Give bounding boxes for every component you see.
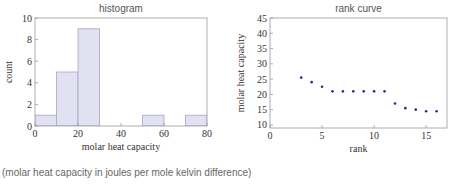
point: [300, 76, 303, 79]
x-tick: [35, 123, 36, 126]
point: [342, 90, 345, 93]
x-tick: [121, 123, 122, 126]
point: [373, 90, 376, 93]
y-tick-label: 6: [27, 56, 32, 67]
point: [414, 108, 417, 111]
y-tick-label: 10: [257, 119, 267, 130]
y-tick-label: 20: [257, 89, 267, 100]
x-tick: [426, 125, 427, 128]
bar: [186, 115, 208, 126]
title: histogram: [99, 3, 143, 14]
point: [425, 110, 428, 113]
figure: 0 20 40 60 80 0 2 4 6 8 10 histogram molar heat capa…: [0, 0, 451, 184]
marks: [35, 29, 207, 126]
y-tick: [35, 61, 38, 62]
y-tick-label: 15: [257, 104, 267, 115]
point: [435, 110, 438, 113]
y-tick: [270, 63, 273, 64]
point: [404, 107, 407, 110]
y-tick: [270, 94, 273, 95]
bar: [35, 115, 57, 126]
y-tick-label: 40: [257, 28, 267, 39]
x-tick-label: 40: [116, 128, 126, 139]
x-tick: [164, 123, 165, 126]
y-tick: [35, 104, 38, 105]
y-tick: [35, 82, 38, 83]
panel-0: 0 20 40 60 80 0 2 4 6 8 10 histogram molar heat capa…: [3, 3, 212, 152]
point: [362, 90, 365, 93]
y-tick-label: 2: [27, 99, 32, 110]
marks: [300, 76, 438, 112]
x-label: rank: [350, 143, 368, 154]
y-tick: [270, 109, 273, 110]
y-tick: [270, 18, 273, 19]
y-tick-label: 0: [27, 121, 32, 132]
y-label: count: [3, 61, 14, 83]
y-tick-label: 25: [257, 74, 267, 85]
y-tick-label: 45: [257, 13, 267, 24]
y-tick: [35, 18, 38, 19]
title: rank curve: [335, 3, 382, 14]
y-tick-label: 10: [22, 13, 32, 24]
frame: [35, 18, 207, 126]
x-tick-label: 15: [421, 130, 431, 141]
point: [383, 90, 386, 93]
x-tick: [374, 125, 375, 128]
y-tick: [35, 39, 38, 40]
point: [321, 85, 324, 88]
bar: [78, 29, 100, 126]
point: [310, 81, 313, 84]
y-tick-label: 30: [257, 58, 267, 69]
y-tick-label: 8: [27, 34, 32, 45]
x-tick: [207, 123, 208, 126]
x-label: molar heat capacity: [82, 141, 160, 152]
x-tick-label: 0: [33, 128, 38, 139]
x-tick: [322, 125, 323, 128]
y-tick-label: 35: [257, 43, 267, 54]
y-tick: [270, 33, 273, 34]
y-label: molar heat capacity: [235, 34, 246, 112]
y-tick: [270, 79, 273, 80]
bar: [143, 115, 165, 126]
x-tick-label: 10: [369, 130, 379, 141]
point: [394, 102, 397, 105]
x-tick-label: 0: [268, 130, 273, 141]
panel-1: 0 5 10 15 10 15 20 25 30 35 40 45 rank curve rank mola…: [235, 3, 447, 154]
x-tick-label: 80: [202, 128, 212, 139]
x-tick-label: 5: [320, 130, 325, 141]
y-tick-label: 4: [27, 77, 32, 88]
x-tick: [78, 123, 79, 126]
x-tick-label: 60: [159, 128, 169, 139]
y-tick: [35, 126, 38, 127]
x-tick-label: 20: [73, 128, 83, 139]
x-tick: [270, 125, 271, 128]
bar: [57, 72, 79, 126]
frame: [270, 18, 447, 128]
y-tick: [270, 48, 273, 49]
caption: (molar heat capacity in joules per mole …: [2, 167, 251, 178]
point: [331, 90, 334, 93]
point: [352, 90, 355, 93]
y-tick: [270, 124, 273, 125]
